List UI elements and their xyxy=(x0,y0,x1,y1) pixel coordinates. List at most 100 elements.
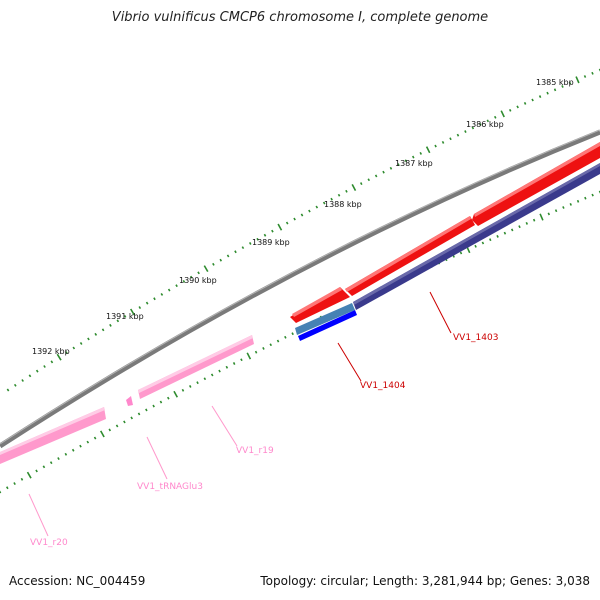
cds-arrow-highlight xyxy=(345,216,471,292)
gene-bar-blue[interactable] xyxy=(298,310,357,341)
minor-tick xyxy=(130,416,133,420)
minor-tick xyxy=(496,234,499,238)
minor-tick xyxy=(532,218,536,222)
minor-tick xyxy=(35,469,38,473)
minor-tick xyxy=(404,159,408,163)
map-title: Vibrio vulnificus CMCP6 chromosome I, co… xyxy=(111,10,489,25)
minor-tick xyxy=(525,221,529,225)
minor-tick xyxy=(256,237,259,241)
minor-tick xyxy=(182,279,186,283)
minor-tick xyxy=(79,341,83,345)
minor-tick xyxy=(6,486,9,490)
label-vv1-1403[interactable]: VV1_1403 xyxy=(453,333,498,343)
major-tick xyxy=(203,265,209,273)
minor-tick xyxy=(87,337,90,341)
rna-track xyxy=(0,335,254,464)
leader-vv1-r19 xyxy=(211,405,238,447)
kbp-labels: 1385 kbp 1386 kbp 1387 kbp 1388 kbp 1389… xyxy=(32,78,574,356)
minor-tick xyxy=(538,95,542,99)
leader-vv1-1403 xyxy=(429,291,452,334)
minor-tick xyxy=(569,202,572,206)
minor-tick xyxy=(123,420,126,424)
minor-tick xyxy=(523,101,527,105)
minor-tick xyxy=(419,151,423,155)
major-tick xyxy=(351,184,357,191)
outer-tick-ring xyxy=(6,68,600,392)
minor-tick xyxy=(293,217,296,221)
cds-arrow[interactable] xyxy=(290,287,350,323)
minor-tick xyxy=(138,306,142,309)
rrna-arrow-r19-highlight xyxy=(138,335,253,393)
major-tick xyxy=(100,430,105,438)
label-vv1-1404[interactable]: VV1_1404 xyxy=(360,381,406,391)
minor-tick xyxy=(153,297,156,301)
minor-tick xyxy=(20,477,24,481)
minor-tick xyxy=(109,323,112,327)
minor-tick xyxy=(248,242,252,245)
minor-tick xyxy=(489,238,492,242)
minor-tick xyxy=(145,408,148,412)
minor-tick xyxy=(516,105,519,109)
minor-tick xyxy=(553,88,557,92)
minor-tick xyxy=(481,241,485,245)
minor-tick xyxy=(510,228,514,232)
minor-tick xyxy=(464,130,467,133)
trna-marker-glu3[interactable] xyxy=(126,396,133,406)
leader-vv1-r20 xyxy=(28,493,49,537)
genome-backbone-highlight xyxy=(0,129,600,445)
cds-arrow-highlight xyxy=(474,142,600,217)
minor-tick xyxy=(508,108,512,112)
minor-tick xyxy=(269,343,273,347)
rrna-arrow-r20[interactable] xyxy=(0,407,106,464)
minor-tick xyxy=(159,400,163,404)
minor-tick xyxy=(101,328,105,332)
kbp-label: 1388 kbp xyxy=(324,200,362,209)
minor-tick xyxy=(315,205,319,209)
minor-tick xyxy=(108,428,112,432)
minor-tick xyxy=(474,244,477,248)
rrna-arrow-r20-highlight xyxy=(0,407,105,455)
minor-tick xyxy=(116,319,120,323)
label-trna-glu3[interactable]: VV1_tRNAGlu3 xyxy=(137,482,203,492)
minor-tick xyxy=(367,178,371,182)
minor-tick xyxy=(518,225,521,229)
minor-tick xyxy=(531,98,534,102)
minor-tick xyxy=(43,365,46,368)
minor-tick xyxy=(263,233,267,237)
minor-tick xyxy=(218,369,221,373)
minor-tick xyxy=(212,262,215,266)
major-tick xyxy=(173,390,179,398)
minor-tick xyxy=(285,221,289,225)
minor-tick xyxy=(232,362,236,365)
label-vv1-r19[interactable]: VV1_r19 xyxy=(236,446,274,456)
minor-tick xyxy=(50,360,54,364)
inner-tick-ring xyxy=(0,190,600,494)
genome-backbone xyxy=(0,129,600,449)
minor-tick xyxy=(240,358,243,362)
minor-tick xyxy=(584,196,587,200)
cds-arrow[interactable] xyxy=(345,216,475,296)
minor-tick xyxy=(219,258,223,262)
minor-tick xyxy=(382,170,385,174)
cds-track xyxy=(290,142,600,323)
minor-tick xyxy=(330,197,333,201)
gene-bar-mid[interactable] xyxy=(295,303,355,335)
minor-tick xyxy=(359,182,363,186)
minor-tick xyxy=(71,448,75,452)
major-tick xyxy=(575,76,580,84)
minor-tick xyxy=(441,140,445,144)
minor-tick xyxy=(411,155,415,159)
minor-tick xyxy=(434,144,437,148)
minor-tick xyxy=(337,193,341,197)
minor-tick xyxy=(576,199,580,203)
kbp-label: 1389 kbp xyxy=(252,238,290,247)
minor-tick xyxy=(547,212,551,216)
minor-tick xyxy=(568,81,572,85)
minor-tick xyxy=(13,482,16,485)
minor-tick xyxy=(21,379,24,382)
minor-tick xyxy=(94,332,98,336)
minor-tick xyxy=(276,339,280,343)
major-tick xyxy=(277,223,283,231)
label-vv1-r20[interactable]: VV1_r20 xyxy=(30,538,68,548)
minor-tick xyxy=(456,133,460,137)
